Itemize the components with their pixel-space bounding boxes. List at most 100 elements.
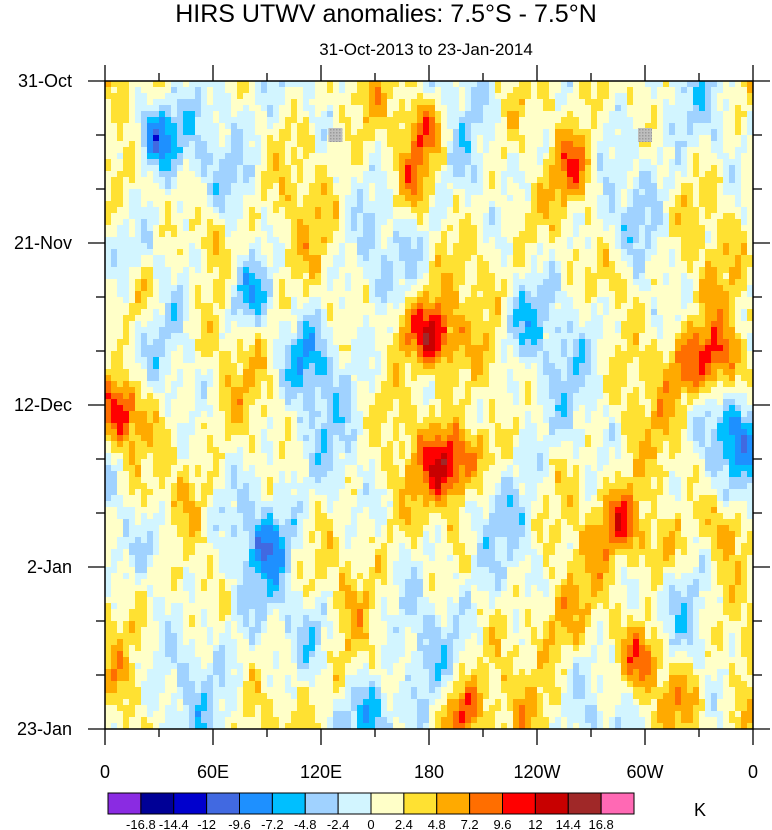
anomaly-cell	[255, 225, 262, 232]
anomaly-cell	[627, 309, 634, 316]
anomaly-cell	[603, 309, 610, 316]
anomaly-cell	[579, 87, 586, 94]
anomaly-cell	[165, 195, 172, 202]
anomaly-cell	[477, 327, 484, 334]
anomaly-cell	[627, 201, 634, 208]
anomaly-cell	[681, 81, 688, 88]
anomaly-cell	[225, 159, 232, 166]
anomaly-cell	[135, 195, 142, 202]
anomaly-cell	[591, 219, 598, 226]
anomaly-cell	[267, 207, 274, 214]
anomaly-cell	[741, 141, 748, 148]
anomaly-cell	[381, 231, 388, 238]
anomaly-cell	[597, 291, 604, 298]
anomaly-cell	[135, 141, 142, 148]
anomaly-cell	[531, 141, 538, 148]
anomaly-cell	[603, 93, 610, 100]
anomaly-cell	[651, 225, 658, 232]
anomaly-cell	[357, 231, 364, 238]
anomaly-cell	[243, 135, 250, 142]
anomaly-cell	[201, 117, 208, 124]
anomaly-cell	[171, 291, 178, 298]
anomaly-cell	[699, 273, 706, 280]
anomaly-cell	[423, 159, 430, 166]
anomaly-cell	[639, 291, 646, 298]
anomaly-cell	[597, 159, 604, 166]
anomaly-cell	[303, 201, 310, 208]
anomaly-cell	[363, 159, 370, 166]
anomaly-cell	[183, 93, 190, 100]
anomaly-cell	[315, 297, 322, 304]
anomaly-cell	[489, 183, 496, 190]
anomaly-cell	[513, 135, 520, 142]
anomaly-cell	[579, 345, 586, 352]
anomaly-cell	[111, 141, 118, 148]
anomaly-cell	[549, 93, 556, 100]
anomaly-cell	[261, 195, 268, 202]
anomaly-cell	[453, 81, 460, 88]
anomaly-cell	[465, 297, 472, 304]
anomaly-cell	[585, 315, 592, 322]
anomaly-cell	[351, 123, 358, 130]
anomaly-cell	[249, 201, 256, 208]
anomaly-cell	[183, 291, 190, 298]
anomaly-cell	[633, 153, 640, 160]
anomaly-cell	[465, 315, 472, 322]
anomaly-cell	[627, 153, 634, 160]
anomaly-cell	[195, 279, 202, 286]
anomaly-cell	[447, 81, 454, 88]
anomaly-cell	[651, 165, 658, 172]
anomaly-cell	[249, 189, 256, 196]
anomaly-cell	[525, 183, 532, 190]
anomaly-cell	[459, 327, 466, 334]
anomaly-cell	[135, 129, 142, 136]
anomaly-cell	[615, 123, 622, 130]
anomaly-cell	[297, 147, 304, 154]
anomaly-cell	[117, 243, 124, 250]
anomaly-cell	[207, 261, 214, 268]
anomaly-cell	[405, 285, 412, 292]
anomaly-cell	[483, 303, 490, 310]
anomaly-cell	[243, 213, 250, 220]
anomaly-cell	[273, 99, 280, 106]
anomaly-cell	[291, 351, 298, 358]
anomaly-cell	[249, 93, 256, 100]
anomaly-cell	[663, 189, 670, 196]
anomaly-cell	[675, 249, 682, 256]
anomaly-cell	[699, 219, 706, 226]
anomaly-cell	[297, 111, 304, 118]
anomaly-cell	[687, 261, 694, 268]
anomaly-cell	[339, 225, 346, 232]
anomaly-cell	[273, 189, 280, 196]
anomaly-cell	[159, 171, 166, 178]
anomaly-cell	[447, 153, 454, 160]
anomaly-cell	[675, 147, 682, 154]
anomaly-cell	[387, 327, 394, 334]
anomaly-cell	[171, 81, 178, 88]
anomaly-cell	[429, 297, 436, 304]
anomaly-cell	[711, 117, 718, 124]
anomaly-cell	[489, 87, 496, 94]
anomaly-cell	[543, 237, 550, 244]
anomaly-cell	[627, 165, 634, 172]
anomaly-cell	[465, 135, 472, 142]
anomaly-cell	[201, 81, 208, 88]
anomaly-cell	[621, 291, 628, 298]
anomaly-cell	[165, 303, 172, 310]
anomaly-cell	[237, 81, 244, 88]
anomaly-cell	[483, 291, 490, 298]
anomaly-cell	[399, 231, 406, 238]
anomaly-cell	[105, 201, 112, 208]
anomaly-cell	[555, 345, 562, 352]
anomaly-cell	[189, 357, 196, 364]
anomaly-cell	[315, 177, 322, 184]
anomaly-cell	[123, 123, 130, 130]
anomaly-cell	[321, 249, 328, 256]
anomaly-cell	[429, 321, 436, 328]
anomaly-cell	[255, 129, 262, 136]
anomaly-cell	[567, 297, 574, 304]
anomaly-cell	[327, 99, 334, 106]
anomaly-cell	[447, 267, 454, 274]
anomaly-cell	[453, 261, 460, 268]
anomaly-cell	[399, 255, 406, 262]
